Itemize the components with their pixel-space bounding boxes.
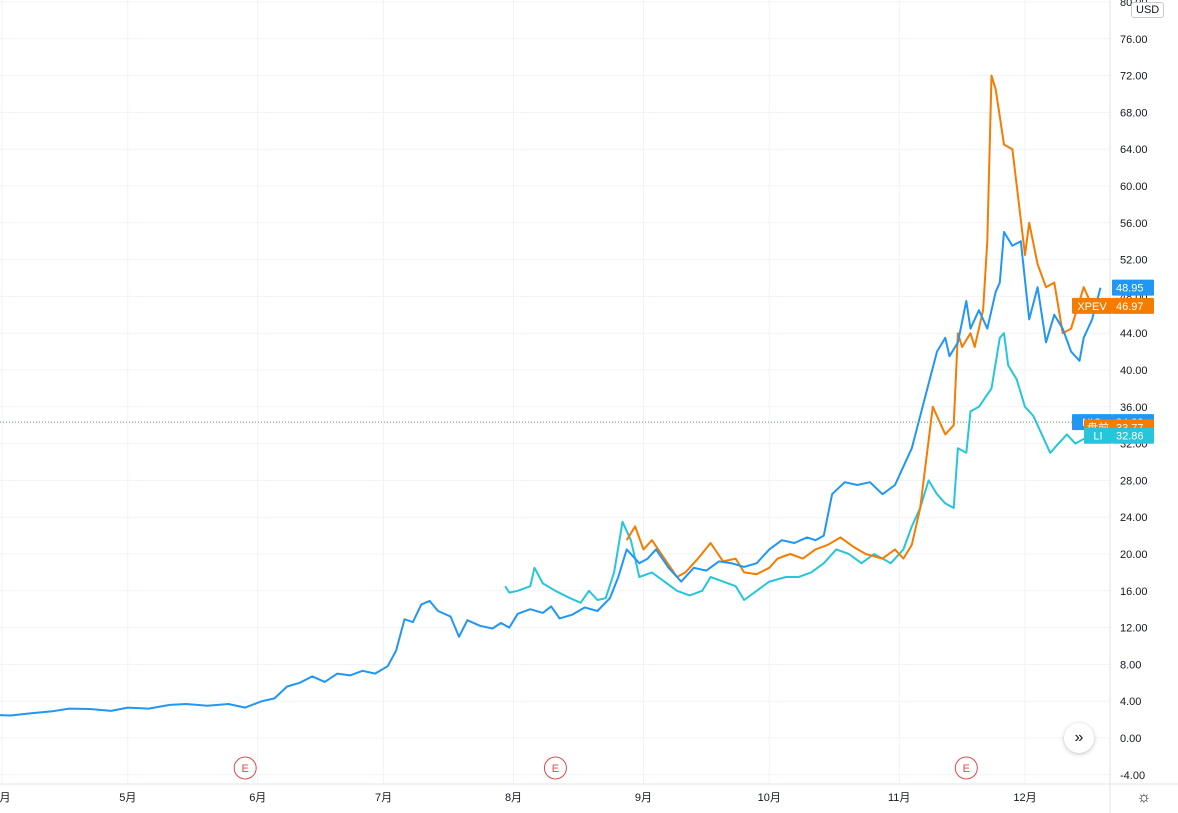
y-tick-label: 64.00 — [1120, 144, 1148, 156]
nio-axis-badge — [1112, 279, 1154, 296]
y-tick-label: 12.00 — [1120, 623, 1148, 635]
time-axis[interactable]: 4月 5月 6月 7月 8月 9月 10月 11月 12月 — [0, 792, 1037, 804]
nio-axis-value: 48.95 — [1116, 283, 1144, 295]
currency-badge[interactable]: USD — [1131, 2, 1165, 18]
x-tick-label: 11月 — [888, 792, 910, 804]
earnings-marker — [954, 756, 978, 780]
xpev-last-badge — [1112, 297, 1154, 314]
y-tick-label: 8.00 — [1120, 659, 1141, 671]
li-last-tag — [1084, 427, 1112, 444]
y-tick-label: 0.00 — [1120, 733, 1141, 745]
x-tick-label: 8月 — [505, 792, 522, 804]
li-last-badge — [1112, 427, 1154, 444]
x-tick-label: 9月 — [635, 792, 652, 804]
x-tick-label: 6月 — [249, 792, 266, 804]
x-tick-label: 12月 — [1013, 792, 1036, 804]
scroll-to-realtime-button[interactable]: » — [1064, 723, 1094, 753]
x-tick-label: 5月 — [119, 792, 136, 804]
y-tick-label: 76.00 — [1120, 34, 1148, 46]
double-chevron-right-icon: » — [1074, 729, 1084, 746]
earnings-marker-label: E — [242, 763, 249, 775]
series-line-li — [504, 332, 1093, 604]
price-axis[interactable]: 80.0076.0072.0068.0064.0060.0056.0052.00… — [1120, 0, 1148, 782]
y-tick-label: 20.00 — [1120, 549, 1148, 561]
xpev-last-tag — [1072, 297, 1112, 314]
y-tick-label: 68.00 — [1120, 107, 1148, 119]
y-tick-label: 36.00 — [1120, 402, 1148, 414]
earnings-marker-label: E — [552, 763, 559, 775]
y-tick-label: 52.00 — [1120, 255, 1148, 267]
y-tick-label: 60.00 — [1120, 181, 1148, 193]
y-tick-label: 24.00 — [1120, 512, 1148, 524]
x-tick-label: 10月 — [758, 792, 781, 804]
earnings-marker-label: E — [963, 763, 970, 775]
y-tick-label: 16.00 — [1120, 586, 1148, 598]
earnings-marker — [543, 756, 567, 780]
y-tick-label: 44.00 — [1120, 328, 1148, 340]
y-tick-label: 72.00 — [1120, 71, 1148, 83]
xpev-last-value: 46.97 — [1116, 301, 1144, 313]
y-tick-label: 4.00 — [1120, 696, 1141, 708]
li-last-tag-text: LI — [1093, 431, 1102, 443]
gear-icon[interactable]: ☼ — [1136, 789, 1152, 806]
y-tick-label: 56.00 — [1120, 218, 1148, 230]
earnings-marker — [233, 756, 257, 780]
series-line-nio — [0, 231, 1102, 717]
y-tick-label: 40.00 — [1120, 365, 1148, 377]
li-last-value: 32.86 — [1116, 431, 1144, 443]
xpev-last-tag-text: XPEV — [1077, 301, 1107, 313]
series-layer — [0, 74, 1102, 717]
series-line-xpev — [625, 74, 1094, 578]
y-tick-label: 28.00 — [1120, 475, 1148, 487]
grid-lines — [0, 0, 1110, 784]
y-tick-label: -4.00 — [1120, 770, 1145, 782]
x-tick-label: 7月 — [375, 792, 392, 804]
x-tick-label: 4月 — [0, 792, 11, 804]
